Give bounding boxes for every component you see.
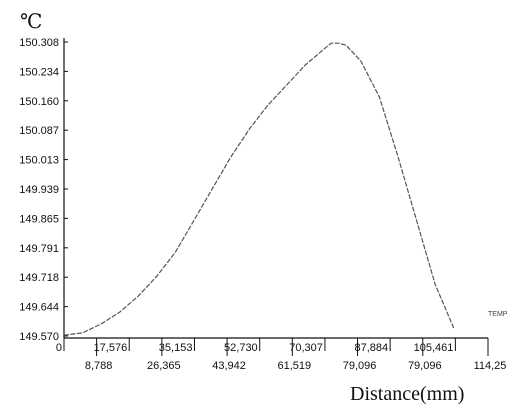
y-tick-label: 149.939 xyxy=(19,184,59,196)
y-tick-label: 149.791 xyxy=(19,243,59,255)
x-axis-title: Distance(mm) xyxy=(350,383,464,405)
y-tick-label: 149.865 xyxy=(19,213,59,225)
y-ticks: 150.308 150.234 150.160 150.087 150.013 149.9… xyxy=(19,37,68,343)
x-tick-label: 8,788 xyxy=(85,360,113,372)
y-tick-label: 149.718 xyxy=(19,272,59,284)
y-tick-label: 149.570 xyxy=(19,331,59,343)
x-tick-label: 26,365 xyxy=(147,360,181,372)
x-tick-label: 61,519 xyxy=(277,360,311,372)
x-tick-label: 87,884 xyxy=(354,342,388,354)
x-ticks: 0 17,576 35,153 52,730 70,307 87,884 105,461 8,… xyxy=(56,338,507,372)
y-tick-label: 149.644 xyxy=(19,302,59,314)
x-tick-label: 52,730 xyxy=(224,342,258,354)
series-line xyxy=(64,43,454,335)
y-tick-label: 150.087 xyxy=(19,125,59,137)
x-tick-label: 105,461 xyxy=(414,342,454,354)
x-tick-label: 43,942 xyxy=(212,360,246,372)
x-tick-label: 35,153 xyxy=(159,342,193,354)
x-tick-label: 79,096 xyxy=(408,360,442,372)
x-tick-label: 17,576 xyxy=(94,342,128,354)
y-tick-label: 150.308 xyxy=(19,37,59,49)
x-tick-label: 114,25 xyxy=(474,360,507,372)
x-tick-label: 70,307 xyxy=(289,342,323,354)
y-unit-label: ℃ xyxy=(20,9,42,33)
x-tick-label: 79,096 xyxy=(343,360,377,372)
x-tick-label: 0 xyxy=(56,342,62,354)
y-tick-label: 150.234 xyxy=(19,66,59,78)
y-tick-label: 150.013 xyxy=(19,155,59,167)
y-tick-label: 150.160 xyxy=(19,96,59,108)
legend-label: TEMP xyxy=(488,311,508,318)
